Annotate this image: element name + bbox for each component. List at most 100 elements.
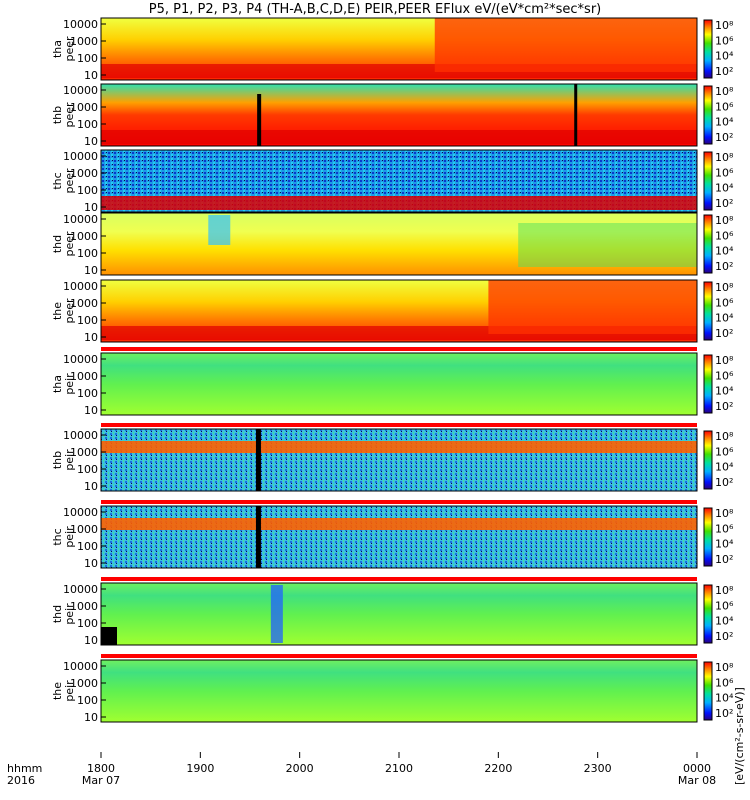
colorbar <box>703 19 713 79</box>
colorbar-tick-label: 10² <box>715 65 733 78</box>
x-axis-row-label-year: 2016 <box>7 774 35 787</box>
y-tick-label: 10 <box>84 331 98 344</box>
colorbar-tick-label: 10⁸ <box>715 507 734 520</box>
enhancement-region <box>434 18 697 72</box>
panel-label-probe: tha <box>51 375 64 393</box>
panel-frame <box>100 83 698 147</box>
panel-label-species: peir <box>63 449 76 471</box>
y-tick-label: 100 <box>77 463 98 476</box>
panel-frame <box>100 659 698 723</box>
panel-frame <box>100 279 698 343</box>
colorbar <box>703 584 713 644</box>
colorbar-tick-label: 10² <box>715 400 733 413</box>
panel-label-species: peir <box>63 373 76 395</box>
panel-label-species: peir <box>63 680 76 702</box>
spectrogram-image <box>101 583 697 645</box>
colorbar-tick-label: 10⁴ <box>715 538 734 551</box>
colorbar-tick-label: 10⁸ <box>715 281 734 294</box>
colorbar-tick-label: 10⁶ <box>715 166 734 179</box>
mode-bar <box>101 577 697 581</box>
colorbar <box>703 151 713 211</box>
colorbar-tick-label: 10⁶ <box>715 522 734 535</box>
panel-frame <box>100 149 698 213</box>
colorbar-tick-label: 10² <box>715 260 733 273</box>
colorbar-tick-label: 10⁶ <box>715 34 734 47</box>
panel-frame <box>100 582 698 646</box>
x-axis-row-label-hhmm: hhmm <box>7 762 42 775</box>
spectrogram-panel-thc-peir: 10 100 1000 10000 thc peir 10² 10⁴ 10⁶ 10⁸ <box>51 500 734 570</box>
x-tick-label: 1900 <box>186 762 214 775</box>
spectrogram-image <box>101 506 697 568</box>
y-tick-label: 10000 <box>63 429 98 442</box>
y-tick-label: 10000 <box>63 583 98 596</box>
colorbar <box>703 430 713 490</box>
dropout-region <box>270 585 283 643</box>
y-tick-label: 10000 <box>63 213 98 226</box>
panel-label-probe: thb <box>51 106 64 124</box>
data-gap <box>255 429 261 491</box>
colorbar-tick-label: 10⁶ <box>715 229 734 242</box>
y-tick-label: 10 <box>84 404 98 417</box>
y-tick-label: 10000 <box>63 353 98 366</box>
spectrogram-panel-the-peer: 10 100 1000 10000 the peer 10² 10⁴ 10⁶ 10⁸ <box>51 279 734 344</box>
high-energy-band <box>101 441 697 453</box>
y-tick-label: 100 <box>77 118 98 131</box>
colorbar-tick-label: 10⁴ <box>715 116 734 129</box>
panel-label-species: peir <box>63 603 76 625</box>
panel-frame <box>100 428 698 492</box>
colorbar-tick-label: 10⁶ <box>715 676 734 689</box>
data-gap <box>255 506 261 568</box>
panel-frame <box>100 352 698 416</box>
y-tick-label: 1000 <box>70 523 98 536</box>
high-energy-band <box>101 518 697 530</box>
colorbar-tick-label: 10⁸ <box>715 661 734 674</box>
colorbar-tick-label: 10⁶ <box>715 100 734 113</box>
y-tick-label: 1000 <box>70 167 98 180</box>
colorbar <box>703 281 713 341</box>
y-tick-label: 100 <box>77 694 98 707</box>
spectrogram-panel-thd-peir: 10 100 1000 10000 thd peir 10² 10⁴ 10⁶ 10⁸ <box>51 577 734 647</box>
colorbar-tick-label: 10⁴ <box>715 312 734 325</box>
enhancement-region <box>488 280 697 334</box>
data-gap <box>257 94 262 146</box>
y-tick-label: 10 <box>84 135 98 148</box>
y-tick-label: 100 <box>77 184 98 197</box>
x-tick-date: Mar 07 <box>82 774 120 787</box>
colorbar-tick-label: 10² <box>715 630 733 643</box>
mode-bar <box>101 347 697 351</box>
x-tick-label: 2300 <box>584 762 612 775</box>
x-tick-date: Mar 08 <box>678 774 716 787</box>
colorbar-tick-label: 10⁶ <box>715 369 734 382</box>
mode-bar <box>101 423 697 427</box>
panel-label-species: peer <box>63 231 76 257</box>
y-tick-label: 100 <box>77 314 98 327</box>
panel-label-species: peer <box>63 36 76 62</box>
spectrogram-panel-thb-peir: 10 100 1000 10000 thb peir 10² 10⁴ 10⁶ 10⁸ <box>51 423 734 493</box>
colorbar-tick-label: 10⁸ <box>715 354 734 367</box>
data-gap <box>574 84 578 146</box>
colorbar-tick-label: 10⁴ <box>715 385 734 398</box>
y-tick-label: 100 <box>77 247 98 260</box>
y-tick-label: 1000 <box>70 230 98 243</box>
panel-label-species: peer <box>63 102 76 128</box>
colorbar-tick-label: 10⁴ <box>715 245 734 258</box>
y-tick-label: 1000 <box>70 600 98 613</box>
y-tick-label: 10000 <box>63 150 98 163</box>
colorbar-tick-label: 10⁸ <box>715 214 734 227</box>
panel-label-probe: thc <box>51 528 64 545</box>
colorbar-tick-label: 10² <box>715 553 733 566</box>
x-tick-label: 1800 <box>87 762 115 775</box>
panel-label-species: peer <box>63 168 76 194</box>
y-tick-label: 10 <box>84 634 98 647</box>
y-tick-label: 10 <box>84 201 98 214</box>
panel-label-species: peer <box>63 298 76 324</box>
y-tick-label: 100 <box>77 387 98 400</box>
colorbar-tick-label: 10² <box>715 707 733 720</box>
panel-frame <box>100 212 698 276</box>
panel-label-species: peir <box>63 526 76 548</box>
colorbar-tick-label: 10⁶ <box>715 296 734 309</box>
y-tick-label: 1000 <box>70 101 98 114</box>
x-tick-label: 2000 <box>286 762 314 775</box>
x-tick-label: 2100 <box>385 762 413 775</box>
